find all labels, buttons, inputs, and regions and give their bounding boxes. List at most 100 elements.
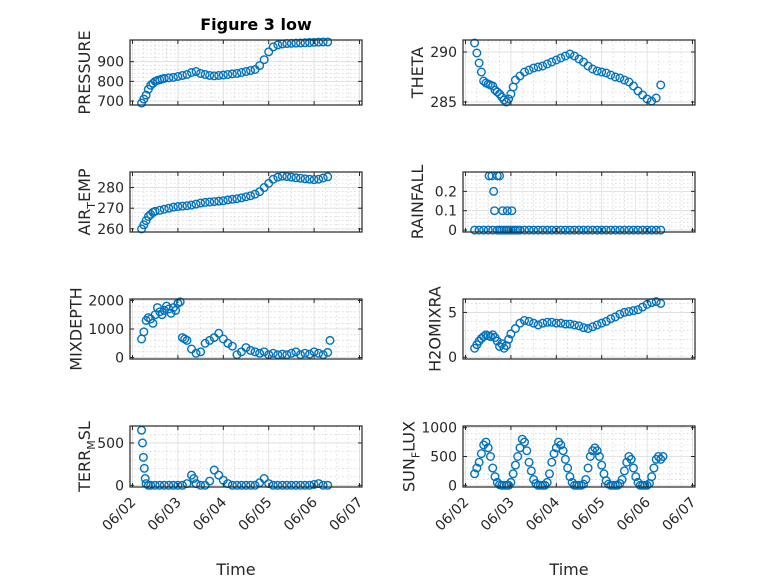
data-point [529, 318, 539, 328]
data-point [168, 480, 178, 490]
data-point [556, 225, 566, 235]
data-point [560, 454, 570, 464]
data-point [470, 225, 480, 235]
data-point [241, 480, 251, 490]
data-point [522, 446, 532, 456]
axes-frame [129, 39, 363, 106]
data-point [563, 463, 573, 473]
data-point [556, 318, 566, 328]
data-point [642, 480, 652, 490]
data-point [520, 315, 530, 325]
axes-frame [129, 171, 363, 233]
data-point [246, 345, 256, 355]
data-point [492, 87, 502, 97]
data-point [547, 317, 557, 327]
y-tick-label: 500 [430, 450, 457, 466]
x-tick-label: 06/03 [478, 495, 518, 535]
data-point [282, 480, 292, 490]
data-point [164, 203, 174, 213]
y-tick-label: 700 [97, 94, 124, 110]
data-point [325, 335, 335, 345]
ylabel-6: TERRMSL [75, 421, 98, 493]
data-point [588, 64, 598, 74]
data-point [622, 457, 632, 467]
data-point [542, 59, 552, 69]
data-point [180, 334, 190, 344]
data-point [474, 225, 484, 235]
data-point [232, 68, 242, 78]
data-point [524, 316, 534, 326]
data-point [549, 449, 559, 459]
data-point [314, 348, 324, 358]
x-tick-label: 06/04 [523, 494, 563, 534]
data-point [533, 62, 543, 72]
data-point [150, 206, 160, 216]
ylabel-2: AIRTEMP [75, 168, 98, 235]
data-point [236, 67, 246, 77]
data-point [175, 297, 185, 307]
data-point [214, 70, 224, 80]
data-point [282, 172, 292, 182]
data-point [588, 225, 598, 235]
data-point [538, 61, 548, 71]
ylabel-5: H2OMIXRA [425, 286, 444, 372]
x-tick-label: 06/03 [145, 495, 185, 535]
data-point [309, 479, 319, 489]
data-point [246, 66, 256, 76]
data-point [268, 174, 278, 184]
data-point [241, 67, 251, 77]
y-tick-label: 0 [448, 478, 457, 494]
y-tick-label: 0.2 [435, 184, 457, 200]
data-point [295, 480, 305, 490]
data-point [286, 172, 296, 182]
data-point [524, 225, 534, 235]
data-point [474, 336, 484, 346]
data-point [277, 349, 287, 359]
data-point [656, 298, 666, 308]
data-point [560, 319, 570, 329]
ylabel-1: THETA [408, 47, 427, 99]
data-point [227, 69, 237, 79]
data-point [588, 322, 598, 332]
data-point [569, 225, 579, 235]
data-point [619, 75, 629, 85]
data-point [526, 466, 536, 476]
data-point [597, 67, 607, 77]
data-point [538, 225, 548, 235]
data-point [223, 69, 233, 79]
data-point [259, 55, 269, 65]
axes-frame [462, 171, 696, 233]
data-point [148, 78, 158, 88]
data-point [615, 225, 625, 235]
data-point [499, 343, 509, 353]
data-point [232, 194, 242, 204]
data-point [524, 65, 534, 75]
data-point [196, 480, 206, 490]
data-point [191, 199, 201, 209]
data-point [569, 51, 579, 61]
data-point [613, 480, 623, 490]
data-point [479, 76, 489, 86]
data-point [529, 225, 539, 235]
data-point [651, 297, 661, 307]
data-point [155, 480, 165, 490]
data-point [139, 463, 149, 473]
y-tick-label: 800 [97, 74, 124, 90]
data-point [597, 318, 607, 328]
data-point [510, 460, 520, 470]
y-tick-label: 0 [448, 223, 457, 239]
data-point [218, 70, 228, 80]
ylabel-4: MIXDEPTH [67, 287, 86, 370]
data-point [476, 449, 486, 459]
data-point [610, 312, 620, 322]
data-point [309, 37, 319, 47]
data-point [565, 472, 575, 482]
data-point [508, 469, 518, 479]
data-point [481, 437, 491, 447]
data-point [259, 347, 269, 357]
data-point [196, 198, 206, 208]
data-point [574, 225, 584, 235]
data-point [490, 472, 500, 482]
data-point [520, 67, 530, 77]
